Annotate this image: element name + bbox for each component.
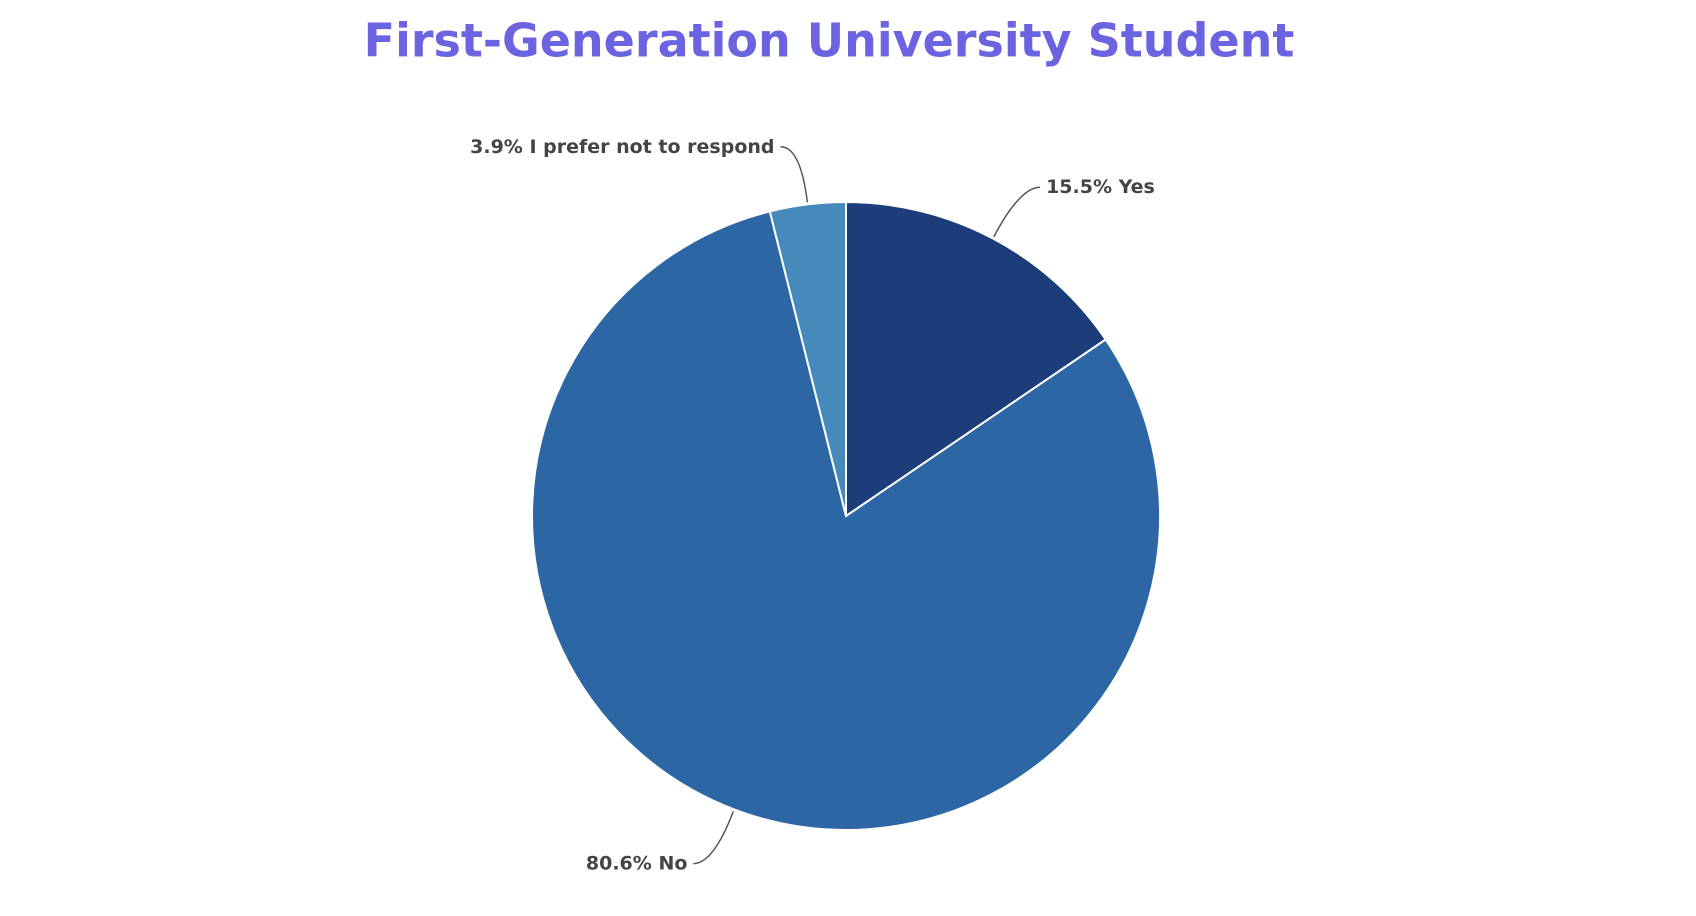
data-label: 3.9% I prefer not to respond: [470, 135, 774, 157]
pie-slice: [531, 210, 1161, 831]
chart-title: First-Generation University Student: [364, 14, 1295, 68]
value-label: 3.9%: [470, 135, 523, 157]
data-label: 80.6% No: [586, 852, 688, 874]
leader-line: [693, 810, 735, 865]
pie-slice: [768, 200, 847, 517]
data-label: 15.5% Yes: [1046, 176, 1155, 198]
category-label: Yes: [1118, 176, 1155, 198]
pie-slice: [845, 200, 1108, 518]
category-label: I prefer not to respond: [529, 135, 774, 157]
leader-line: [780, 146, 809, 203]
category-label: No: [658, 852, 687, 874]
value-label: 15.5%: [1046, 176, 1112, 198]
leader-line: [993, 186, 1041, 238]
value-label: 80.6%: [586, 852, 652, 874]
